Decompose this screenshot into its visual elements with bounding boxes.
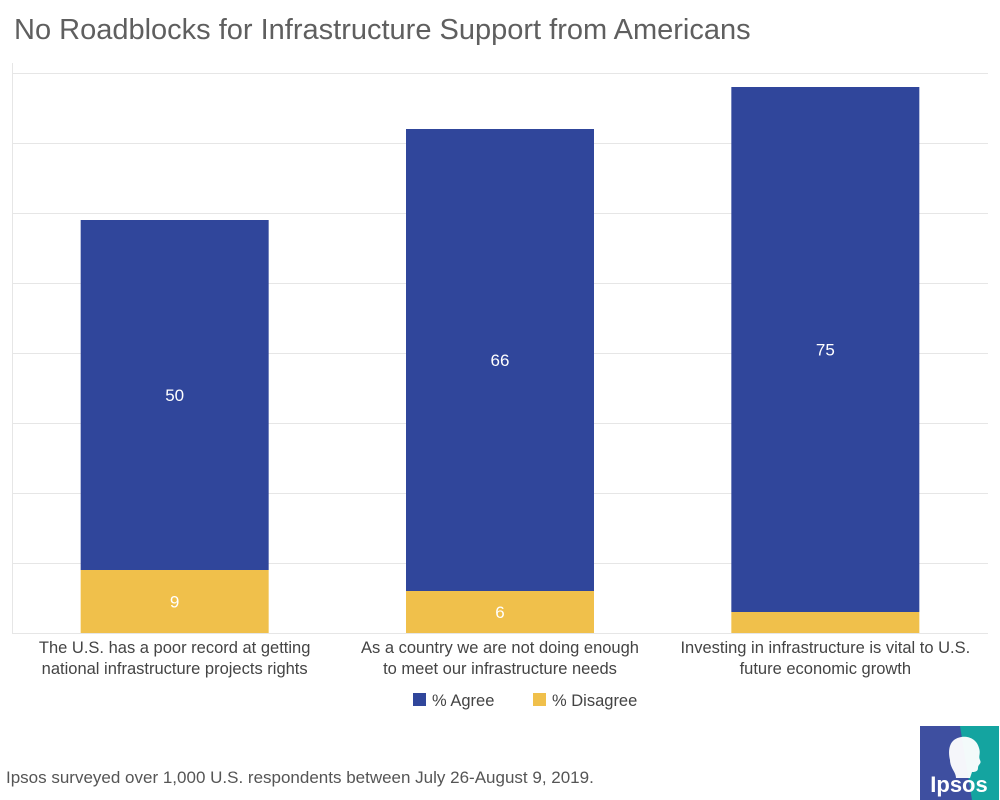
legend-swatch — [533, 693, 546, 706]
ipsos-wordmark: Ipsos — [930, 772, 987, 797]
bar-agree — [80, 220, 269, 570]
bar-disagree — [731, 612, 920, 633]
ipsos-logo: Ipsos — [920, 726, 999, 800]
x-tick-label: Investing in infrastructure is vital to … — [680, 639, 970, 657]
data-label-agree: 66 — [491, 351, 510, 370]
head-silhouette-icon — [949, 736, 981, 778]
x-tick-label: As a country we are not doing enough — [361, 639, 639, 657]
data-label-agree: 50 — [165, 386, 184, 405]
bar-disagree — [406, 591, 594, 633]
x-axis-tick-labels: The U.S. has a poor record at getting nat… — [39, 639, 970, 678]
data-label-disagree: 9 — [170, 593, 179, 612]
data-label-agree: 75 — [816, 341, 835, 360]
legend-label: % Agree — [432, 692, 494, 710]
legend: % Agree % Disagree — [413, 692, 637, 710]
x-tick-label: national infrastructure projects rights — [42, 660, 308, 678]
x-tick-label: future economic growth — [740, 660, 912, 678]
footnote: Ipsos surveyed over 1,000 U.S. responden… — [6, 768, 594, 787]
legend-label: % Disagree — [552, 692, 637, 710]
legend-swatch — [413, 693, 426, 706]
x-tick-label: The U.S. has a poor record at getting — [39, 639, 311, 657]
data-label-disagree: 6 — [495, 603, 504, 622]
bar-agree — [731, 87, 920, 612]
x-tick-label: to meet our infrastructure needs — [383, 660, 617, 678]
chart-title: No Roadblocks for Infrastructure Support… — [14, 14, 751, 46]
bars — [80, 87, 920, 633]
bar-disagree — [80, 570, 269, 633]
bar-agree — [406, 129, 594, 591]
